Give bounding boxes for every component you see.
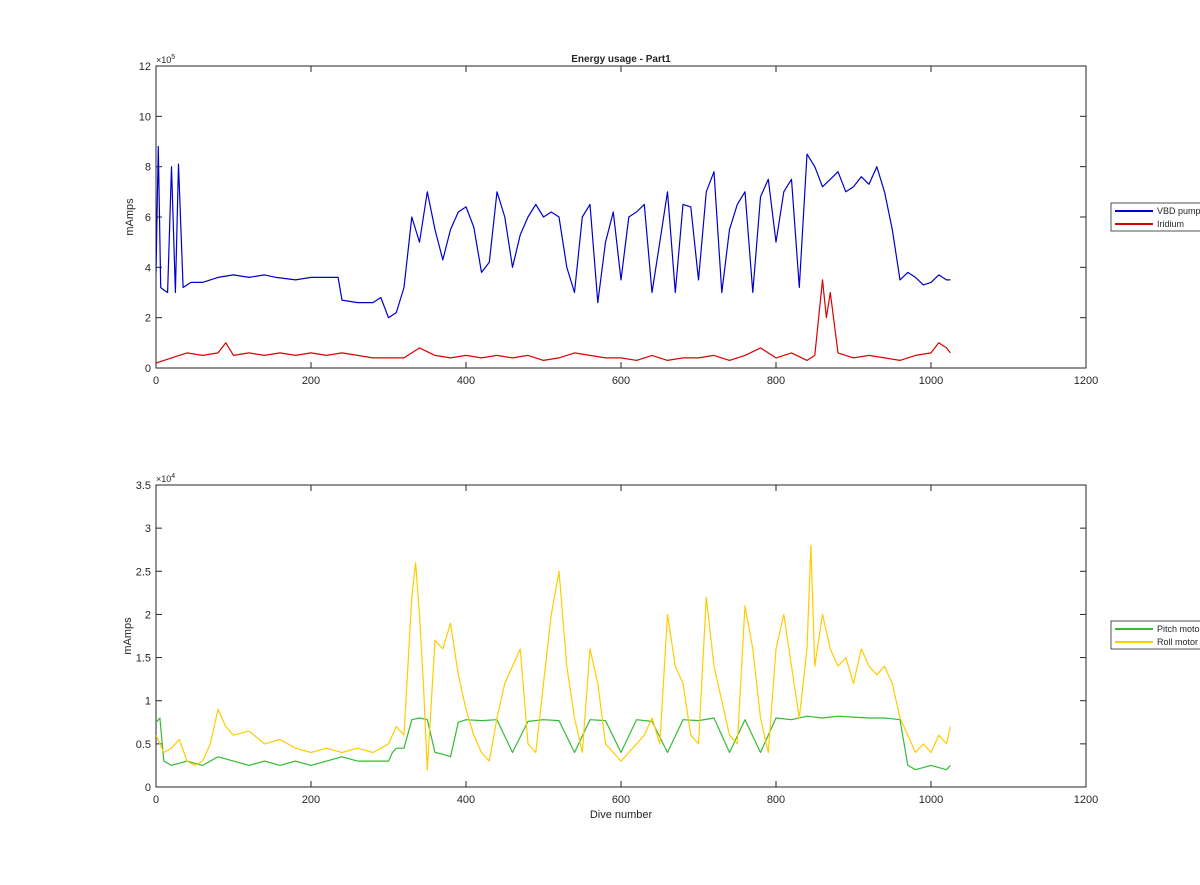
x-tick-label: 1000 <box>919 794 943 806</box>
y-tick-label: 0.5 <box>136 739 151 751</box>
y-tick-label: 12 <box>139 61 151 73</box>
y-exponent-power-top: 5 <box>171 54 175 61</box>
y-tick-label: 2 <box>145 609 151 621</box>
legend-top: VBD pump Iridium <box>1110 202 1200 232</box>
x-tick-label: 200 <box>302 375 320 387</box>
x-tick-label: 200 <box>302 794 320 806</box>
chart-bottom: 0 200 400 600 800 1000 1200 0 0.5 1 1.5 2 2.5 3 3.5 D… <box>122 473 1200 821</box>
y-exponent-bottom: ×104 <box>156 473 175 484</box>
y-axis-label-bottom: mAmps <box>122 617 134 655</box>
series-group-bottom <box>156 544 951 771</box>
series-line-vbd-pump <box>156 145 951 319</box>
legend-box-top <box>1110 202 1200 232</box>
x-tick-label: 1200 <box>1074 794 1098 806</box>
y-tick-label: 1.5 <box>136 653 151 665</box>
y-tick-label: 6 <box>145 212 151 224</box>
y-tick-label: 2 <box>145 313 151 325</box>
series-line-roll-motor <box>156 544 951 771</box>
y-tick-label: 0 <box>145 782 151 794</box>
x-tick-label: 1000 <box>919 375 943 387</box>
chart-top: 0 200 400 600 800 1000 1200 0 2 4 6 8 10 12 Energy u… <box>124 54 1200 387</box>
legend-label-vbd-pump: VBD pump <box>1157 206 1200 216</box>
y-tick-label: 0 <box>145 363 151 375</box>
series-line-pitch-motor <box>156 715 951 771</box>
series-line-iridium <box>156 279 951 364</box>
y-exponent-base-bottom: ×10 <box>156 474 171 484</box>
x-tick-label: 1200 <box>1074 375 1098 387</box>
y-tick-label: 4 <box>145 262 151 274</box>
x-tick-label: 800 <box>767 375 785 387</box>
x-tick-label: 400 <box>457 375 475 387</box>
y-tick-label: 8 <box>145 162 151 174</box>
chart-title: Energy usage - Part1 <box>571 54 671 65</box>
y-exponent-power-bottom: 4 <box>171 473 175 480</box>
y-axis-label-top: mAmps <box>124 198 136 236</box>
x-tick-label: 0 <box>153 375 159 387</box>
legend-bottom: Pitch motor Roll motor <box>1110 620 1200 650</box>
x-tick-label: 800 <box>767 794 785 806</box>
x-tick-label: 600 <box>612 794 630 806</box>
y-tick-label: 3.5 <box>136 480 151 492</box>
y-tick-label: 10 <box>139 111 151 123</box>
y-exponent-base-top: ×10 <box>156 55 171 65</box>
legend-label-iridium: Iridium <box>1157 219 1184 229</box>
legend-box-bottom <box>1110 620 1200 650</box>
y-ticks-bottom: 0 0.5 1 1.5 2 2.5 3 3.5 <box>136 480 1086 794</box>
x-tick-label: 600 <box>612 375 630 387</box>
x-ticks-top: 0 200 400 600 800 1000 1200 <box>153 66 1098 387</box>
legend-label-roll-motor: Roll motor <box>1157 637 1198 647</box>
plot-area-top <box>155 65 1087 369</box>
series-group-top <box>156 145 951 364</box>
plot-area-bottom <box>155 484 1087 788</box>
y-tick-label: 1 <box>145 696 151 708</box>
legend-label-pitch-motor: Pitch motor <box>1157 624 1200 634</box>
x-tick-label: 0 <box>153 794 159 806</box>
y-exponent-top: ×105 <box>156 54 175 65</box>
y-ticks-top: 0 2 4 6 8 10 12 <box>139 61 1086 375</box>
x-tick-label: 400 <box>457 794 475 806</box>
y-tick-label: 2.5 <box>136 566 151 578</box>
x-ticks-bottom: 0 200 400 600 800 1000 1200 <box>153 485 1098 806</box>
y-tick-label: 3 <box>145 523 151 535</box>
x-axis-label-bottom: Dive number <box>590 809 653 821</box>
